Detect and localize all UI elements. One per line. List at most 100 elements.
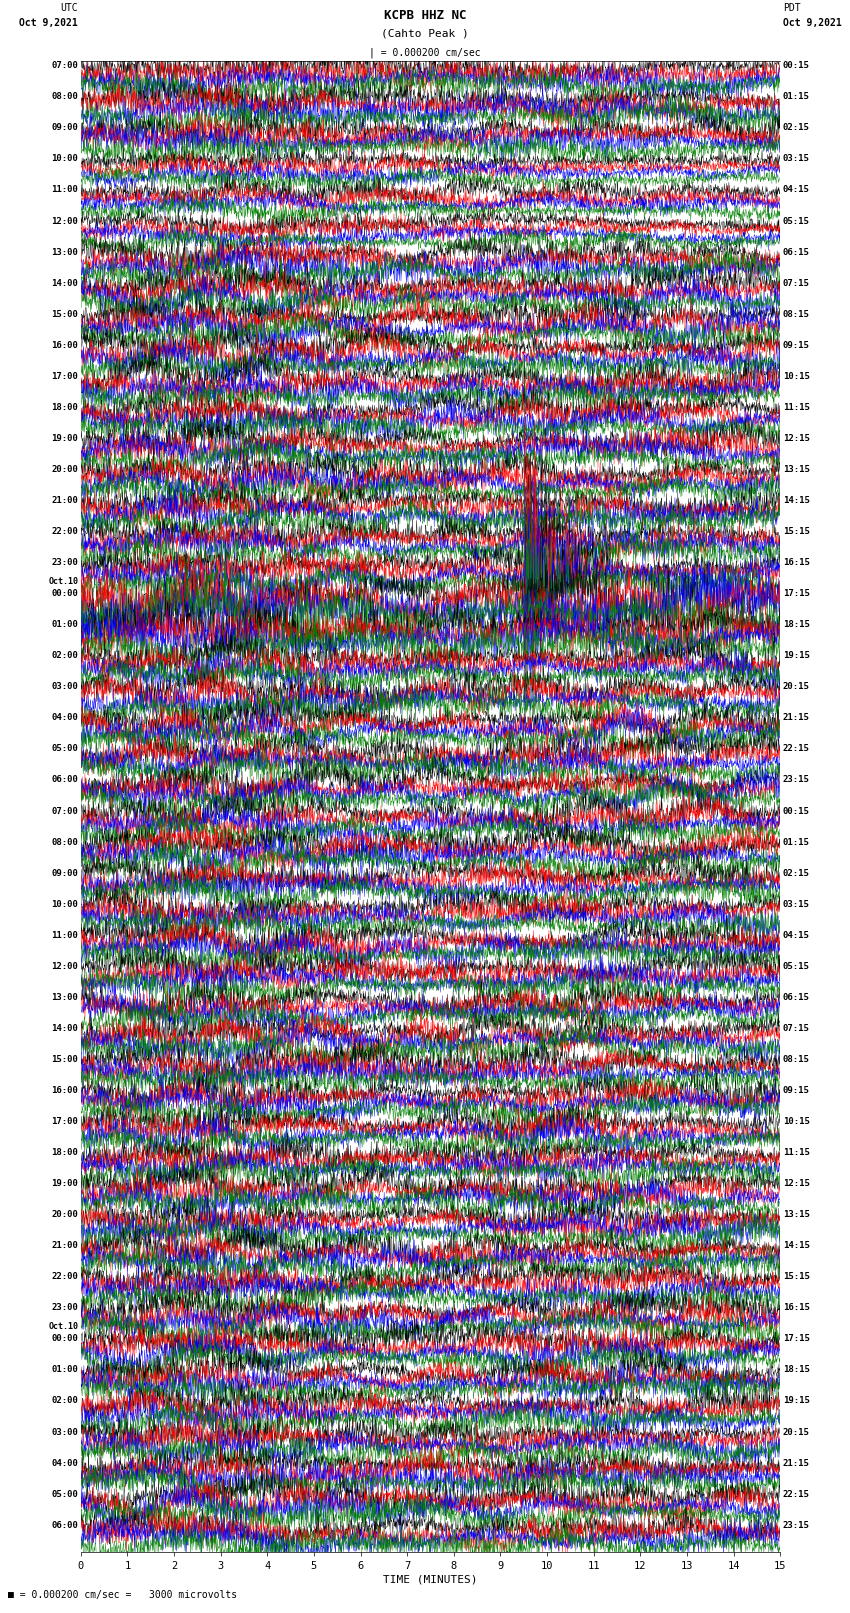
Text: 07:15: 07:15	[783, 1024, 810, 1032]
Text: 17:00: 17:00	[51, 373, 78, 381]
Text: | = 0.000200 cm/sec: | = 0.000200 cm/sec	[369, 48, 481, 58]
Text: 09:00: 09:00	[51, 124, 78, 132]
Text: 01:00: 01:00	[51, 1365, 78, 1374]
Text: 04:15: 04:15	[783, 185, 810, 195]
Text: 18:15: 18:15	[783, 621, 810, 629]
Text: 00:00: 00:00	[51, 1334, 78, 1344]
Text: 06:15: 06:15	[783, 247, 810, 256]
Text: 00:00: 00:00	[51, 589, 78, 598]
Text: 05:15: 05:15	[783, 961, 810, 971]
Text: 18:15: 18:15	[783, 1365, 810, 1374]
Text: 11:15: 11:15	[783, 1148, 810, 1157]
Text: 03:15: 03:15	[783, 900, 810, 908]
Text: 22:15: 22:15	[783, 744, 810, 753]
Text: 15:00: 15:00	[51, 1055, 78, 1065]
Text: 21:15: 21:15	[783, 713, 810, 723]
Text: 03:00: 03:00	[51, 682, 78, 692]
Text: 09:00: 09:00	[51, 868, 78, 877]
Text: 00:15: 00:15	[783, 806, 810, 816]
Text: 01:15: 01:15	[783, 837, 810, 847]
Text: 23:00: 23:00	[51, 1303, 78, 1313]
Text: 23:15: 23:15	[783, 776, 810, 784]
Text: 06:15: 06:15	[783, 994, 810, 1002]
Text: 21:15: 21:15	[783, 1458, 810, 1468]
Text: 12:00: 12:00	[51, 216, 78, 226]
Text: 13:15: 13:15	[783, 1210, 810, 1219]
Text: 10:15: 10:15	[783, 373, 810, 381]
Text: PDT: PDT	[783, 3, 801, 13]
Text: UTC: UTC	[60, 3, 78, 13]
Text: 06:00: 06:00	[51, 1521, 78, 1529]
Text: Oct.10: Oct.10	[48, 577, 78, 586]
Text: 19:15: 19:15	[783, 652, 810, 660]
Text: 16:15: 16:15	[783, 1303, 810, 1313]
Text: 21:00: 21:00	[51, 497, 78, 505]
Text: Oct.10: Oct.10	[48, 1323, 78, 1331]
Text: 18:00: 18:00	[51, 403, 78, 411]
Text: 22:00: 22:00	[51, 1273, 78, 1281]
Text: 20:00: 20:00	[51, 465, 78, 474]
Text: 11:15: 11:15	[783, 403, 810, 411]
Text: 13:15: 13:15	[783, 465, 810, 474]
Text: 12:15: 12:15	[783, 1179, 810, 1189]
Text: 07:00: 07:00	[51, 61, 78, 71]
Text: 11:00: 11:00	[51, 185, 78, 195]
Text: 19:00: 19:00	[51, 434, 78, 444]
Text: 17:00: 17:00	[51, 1116, 78, 1126]
Text: 12:00: 12:00	[51, 961, 78, 971]
Text: 15:15: 15:15	[783, 527, 810, 536]
Text: 09:15: 09:15	[783, 340, 810, 350]
Text: 01:15: 01:15	[783, 92, 810, 102]
Text: 05:00: 05:00	[51, 1490, 78, 1498]
Text: 20:15: 20:15	[783, 682, 810, 692]
Text: 20:00: 20:00	[51, 1210, 78, 1219]
Text: 02:00: 02:00	[51, 1397, 78, 1405]
Text: 06:00: 06:00	[51, 776, 78, 784]
Text: 12:15: 12:15	[783, 434, 810, 444]
Text: 07:00: 07:00	[51, 806, 78, 816]
Text: 14:00: 14:00	[51, 279, 78, 287]
Text: 04:00: 04:00	[51, 713, 78, 723]
Text: 21:00: 21:00	[51, 1242, 78, 1250]
Text: 16:15: 16:15	[783, 558, 810, 568]
Text: 04:00: 04:00	[51, 1458, 78, 1468]
Text: 00:15: 00:15	[783, 61, 810, 71]
Text: 03:00: 03:00	[51, 1428, 78, 1437]
Text: Oct 9,2021: Oct 9,2021	[20, 18, 78, 29]
Text: 08:00: 08:00	[51, 837, 78, 847]
Text: 05:00: 05:00	[51, 744, 78, 753]
Text: 08:00: 08:00	[51, 92, 78, 102]
Text: 14:00: 14:00	[51, 1024, 78, 1032]
Text: 10:15: 10:15	[783, 1116, 810, 1126]
Text: 15:15: 15:15	[783, 1273, 810, 1281]
Text: 23:00: 23:00	[51, 558, 78, 568]
Text: 11:00: 11:00	[51, 931, 78, 940]
Text: 03:15: 03:15	[783, 155, 810, 163]
Text: 07:15: 07:15	[783, 279, 810, 287]
Text: 01:00: 01:00	[51, 621, 78, 629]
Text: 10:00: 10:00	[51, 900, 78, 908]
Text: 17:15: 17:15	[783, 589, 810, 598]
Text: 08:15: 08:15	[783, 1055, 810, 1065]
Text: KCPB HHZ NC: KCPB HHZ NC	[383, 10, 467, 23]
Text: 19:00: 19:00	[51, 1179, 78, 1189]
Text: 22:00: 22:00	[51, 527, 78, 536]
Text: 19:15: 19:15	[783, 1397, 810, 1405]
Text: 08:15: 08:15	[783, 310, 810, 319]
Text: 02:15: 02:15	[783, 868, 810, 877]
Text: 20:15: 20:15	[783, 1428, 810, 1437]
Text: 15:00: 15:00	[51, 310, 78, 319]
Text: 16:00: 16:00	[51, 340, 78, 350]
Text: 04:15: 04:15	[783, 931, 810, 940]
Text: (Cahto Peak ): (Cahto Peak )	[381, 29, 469, 39]
Text: Oct 9,2021: Oct 9,2021	[783, 18, 842, 29]
Text: 14:15: 14:15	[783, 1242, 810, 1250]
Text: 14:15: 14:15	[783, 497, 810, 505]
Text: 16:00: 16:00	[51, 1086, 78, 1095]
Text: 13:00: 13:00	[51, 994, 78, 1002]
Text: 10:00: 10:00	[51, 155, 78, 163]
Text: 17:15: 17:15	[783, 1334, 810, 1344]
Text: 22:15: 22:15	[783, 1490, 810, 1498]
Text: 02:00: 02:00	[51, 652, 78, 660]
Text: 13:00: 13:00	[51, 247, 78, 256]
